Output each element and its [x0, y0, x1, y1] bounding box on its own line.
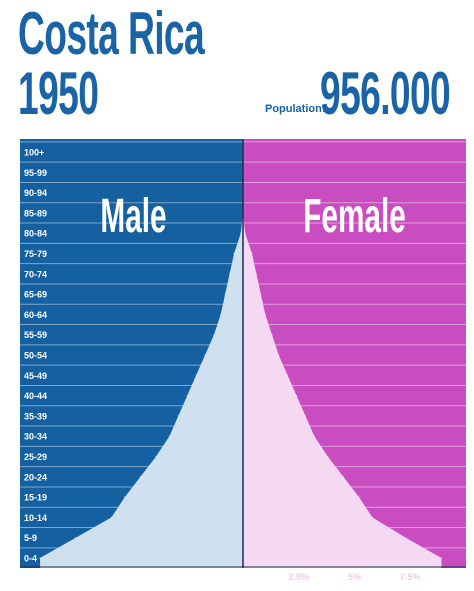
male-population-area — [40, 152, 243, 568]
male-data-point — [177, 415, 179, 417]
age-group-label: 55-59 — [24, 330, 47, 340]
female-data-point — [342, 476, 344, 478]
male-data-point — [229, 273, 231, 275]
male-data-point — [233, 252, 235, 255]
female-data-point — [440, 557, 443, 559]
age-group-label: 50-54 — [24, 351, 47, 361]
female-data-point — [313, 435, 315, 437]
age-group-label: 90-94 — [24, 188, 47, 198]
male-label: Male — [100, 190, 166, 243]
male-data-point — [168, 435, 171, 437]
age-group-label: 45-49 — [24, 371, 47, 381]
age-group-label: 35-39 — [24, 411, 47, 421]
female-data-point — [405, 537, 407, 539]
female-data-point — [304, 415, 307, 417]
male-data-point — [224, 293, 226, 295]
female-data-point — [260, 293, 262, 295]
age-group-label: 80-84 — [24, 229, 47, 239]
female-data-point — [358, 496, 360, 498]
female-data-point — [327, 455, 329, 458]
country-title: Costa Rica — [18, 0, 205, 67]
age-group-label: 10-14 — [24, 513, 47, 523]
male-data-point — [124, 496, 126, 498]
age-group-label: 40-44 — [24, 391, 47, 401]
male-data-point — [213, 334, 215, 336]
age-group-label: 15-19 — [24, 493, 47, 503]
male-data-point — [75, 537, 77, 539]
female-x-tick-label: 5% — [348, 572, 361, 582]
male-x-tick-label: 2.5% — [177, 572, 198, 582]
age-group-label: 100+ — [24, 148, 44, 158]
male-data-point — [110, 516, 113, 519]
male-data-point — [39, 557, 41, 559]
age-group-label: 5-9 — [24, 533, 37, 543]
age-group-label: 25-29 — [24, 452, 47, 462]
age-group-label: 0-4 — [24, 554, 37, 564]
male-data-point — [220, 313, 222, 315]
female-data-point — [295, 395, 298, 397]
female-data-point — [251, 252, 253, 255]
age-group-label: 85-89 — [24, 208, 47, 218]
female-population-area — [243, 152, 442, 568]
population-value: 956.000 — [320, 60, 451, 127]
male-data-point — [186, 395, 188, 397]
female-data-point — [278, 354, 280, 356]
male-x-tick-label: 7.5% — [65, 572, 86, 582]
age-group-label: 65-69 — [24, 290, 47, 300]
male-data-point — [204, 354, 206, 356]
female-data-point — [244, 232, 246, 234]
age-group-label: 75-79 — [24, 249, 47, 259]
female-x-tick-label: 2.5% — [288, 572, 309, 582]
male-data-point — [240, 232, 242, 234]
age-group-label: 20-24 — [24, 472, 47, 482]
male-x-tick-label: 5% — [125, 572, 138, 582]
female-data-point — [255, 273, 257, 275]
female-data-point — [287, 374, 289, 376]
female-x-tick-label: 7.5% — [400, 572, 421, 582]
female-data-point — [264, 313, 266, 315]
age-group-label: 95-99 — [24, 168, 47, 178]
female-label: Female — [303, 190, 406, 243]
male-data-point — [155, 455, 157, 458]
age-group-label: 30-34 — [24, 432, 47, 442]
year-title: 1950 — [18, 60, 99, 127]
male-data-point — [139, 476, 142, 478]
male-data-point — [195, 374, 197, 376]
age-group-label: 60-64 — [24, 310, 47, 320]
age-group-label: 70-74 — [24, 269, 47, 279]
population-label: Population: — [265, 103, 326, 115]
female-data-point — [271, 334, 273, 336]
female-data-point — [371, 516, 373, 519]
